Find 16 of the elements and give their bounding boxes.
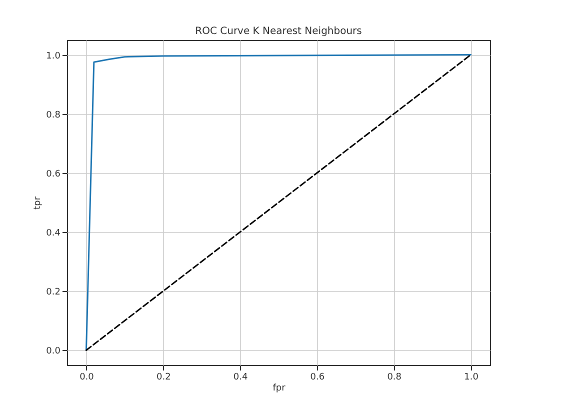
y-tick-label: 0.8 <box>46 110 61 120</box>
y-axis-title: tpr <box>33 196 44 210</box>
x-tick-label: 0.4 <box>233 372 248 382</box>
x-tick-label: 1.0 <box>464 372 479 382</box>
y-tick-label: 1.0 <box>46 51 61 62</box>
x-tick-label: 0.6 <box>310 372 325 382</box>
x-tick-label: 0.8 <box>387 372 402 382</box>
x-tick-label: 0.0 <box>80 372 94 382</box>
y-tick-label: 0.6 <box>46 169 61 180</box>
y-tick-label: 0.0 <box>46 346 61 357</box>
x-axis-title: fpr <box>272 384 286 394</box>
line-series <box>85 54 472 351</box>
chart-title: ROC Curve K Nearest Neighbours <box>195 26 362 37</box>
x-tick-label: 0.2 <box>156 372 171 382</box>
y-tick-label: 0.4 <box>46 228 61 239</box>
y-tick-label: 0.2 <box>46 288 60 298</box>
